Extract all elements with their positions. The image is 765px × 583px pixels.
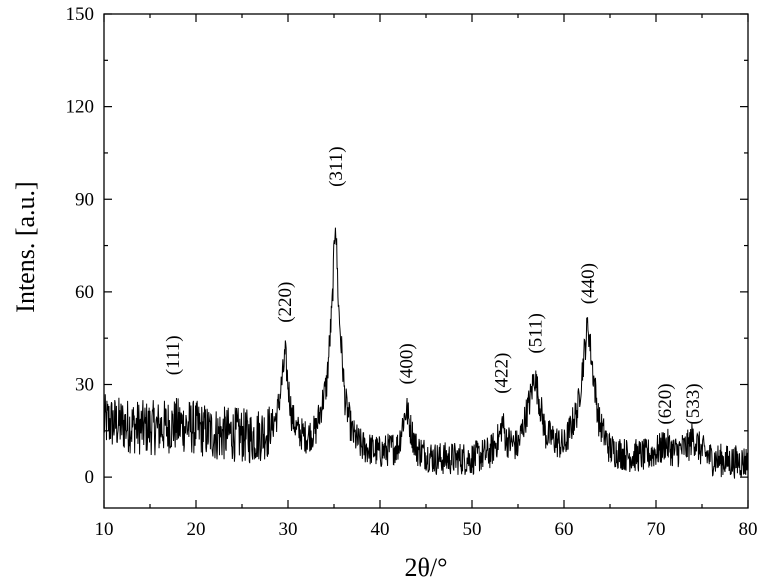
x-tick-label: 70 <box>647 519 666 540</box>
peak-label: (220) <box>275 282 296 323</box>
series-layer <box>103 227 749 479</box>
peak-annotations: (111) (220) (311) (400) (422) (511) (440) (620)… <box>163 146 704 424</box>
x-axis-title: 2θ/° <box>404 553 447 582</box>
y-axis-ticks: 0 30 60 90 120 150 <box>66 4 748 488</box>
x-axis-ticks: 10 20 30 40 50 60 70 80 <box>95 14 758 540</box>
peak-label: (511) <box>526 313 547 353</box>
peak-label: (311) <box>326 146 347 186</box>
peak-label: (533) <box>683 383 704 424</box>
y-tick-label: 0 <box>85 467 95 488</box>
y-tick-label: 150 <box>66 4 95 25</box>
x-tick-label: 10 <box>95 519 114 540</box>
x-tick-label: 40 <box>371 519 390 540</box>
peak-label: (422) <box>491 353 512 394</box>
peak-label: (111) <box>163 335 184 375</box>
peak-label: (620) <box>655 383 676 424</box>
x-tick-label: 50 <box>463 519 482 540</box>
peak-label: (440) <box>578 263 599 304</box>
xrd-pattern-line <box>103 227 749 479</box>
y-tick-label: 60 <box>75 282 94 303</box>
y-tick-label: 120 <box>66 97 95 118</box>
x-tick-label: 80 <box>739 519 758 540</box>
y-tick-label: 30 <box>75 375 94 396</box>
x-tick-label: 60 <box>555 519 574 540</box>
y-tick-label: 90 <box>75 189 94 210</box>
peak-label: (400) <box>397 343 418 384</box>
x-tick-label: 30 <box>279 519 298 540</box>
x-tick-label: 20 <box>187 519 206 540</box>
y-axis-title: Intens. [a.u.] <box>11 181 40 312</box>
